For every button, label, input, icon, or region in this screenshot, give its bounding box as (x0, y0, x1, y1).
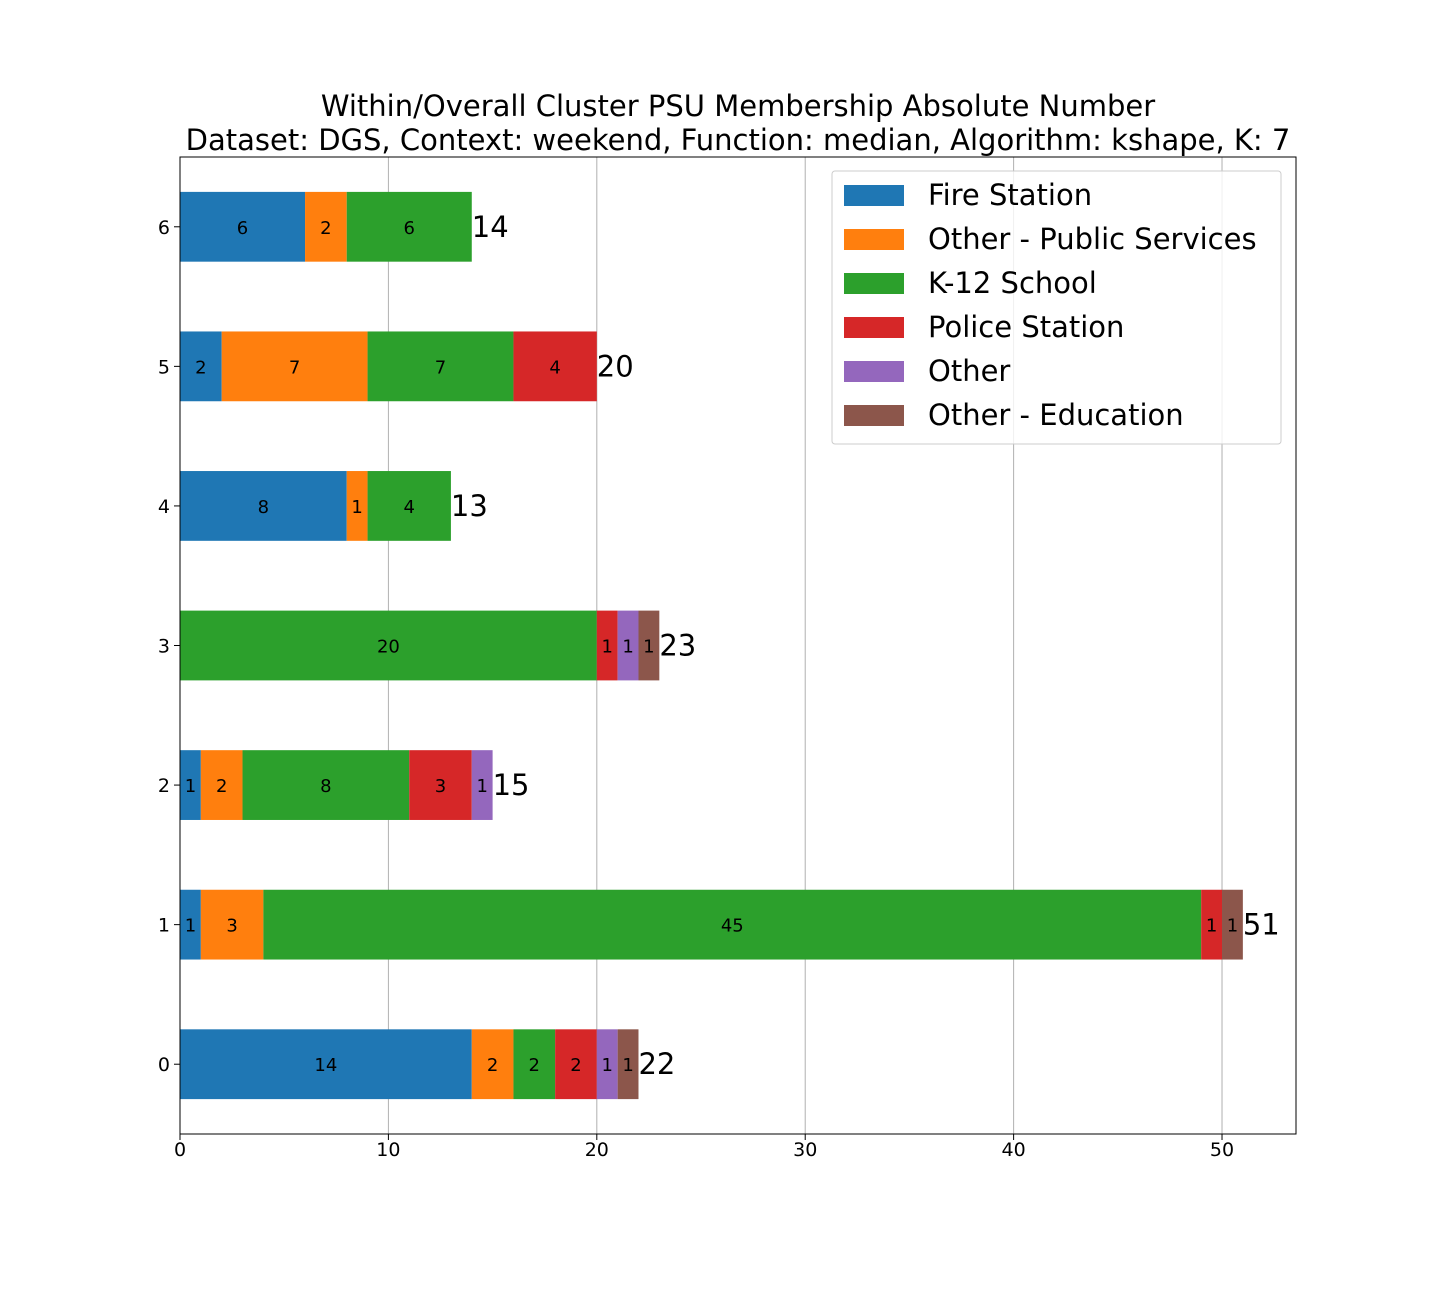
bar-total-label: 51 (1243, 908, 1280, 942)
x-tick-label: 50 (1210, 1139, 1234, 1161)
y-tick-label: 5 (158, 356, 170, 378)
bar-total-label: 14 (472, 210, 509, 244)
legend-swatch (844, 361, 904, 382)
segment-value-label: 2 (320, 218, 331, 239)
legend-swatch (844, 273, 904, 294)
chart-title: Within/Overall Cluster PSU Membership Ab… (321, 89, 1155, 123)
y-tick-label: 6 (158, 217, 170, 239)
bar-segment (263, 889, 1202, 960)
segment-value-label: 2 (216, 776, 227, 797)
bar-total-label: 20 (597, 349, 634, 383)
bar-segment (180, 191, 306, 262)
segment-value-label: 1 (351, 497, 362, 518)
legend-label: Fire Station (928, 178, 1092, 212)
bar-total-label: 22 (638, 1047, 675, 1081)
legend-label: Other (928, 354, 1010, 388)
bar-segment (513, 1029, 556, 1100)
segment-value-label: 2 (570, 1055, 581, 1076)
x-tick-label: 40 (1002, 1139, 1026, 1161)
bar-segment (180, 471, 347, 541)
segment-value-label: 1 (1227, 916, 1238, 937)
bar-segment (1201, 889, 1223, 960)
segment-value-label: 7 (289, 357, 300, 378)
bar-segment (638, 610, 660, 681)
y-tick-label: 2 (158, 775, 170, 797)
bar-segment (180, 889, 201, 960)
legend-swatch (844, 317, 904, 338)
legend-swatch (844, 405, 904, 426)
y-tick-label: 1 (158, 915, 170, 937)
segment-value-label: 1 (622, 1055, 633, 1076)
segment-value-label: 1 (643, 637, 654, 658)
bar-segment (180, 331, 222, 402)
segment-value-label: 7 (435, 357, 446, 378)
bar-total-label: 13 (451, 489, 488, 523)
segment-value-label: 6 (404, 218, 415, 239)
segment-value-label: 1 (185, 916, 196, 937)
legend-label: K-12 School (928, 266, 1097, 300)
bar-segment (180, 610, 597, 681)
bar-segment (180, 1029, 472, 1100)
segment-value-label: 2 (529, 1055, 540, 1076)
segment-value-label: 20 (377, 637, 400, 658)
bar-segment (409, 750, 472, 820)
segment-value-label: 3 (226, 916, 237, 937)
segment-value-label: 1 (185, 776, 196, 797)
segment-value-label: 4 (549, 357, 560, 378)
bar-segment (200, 750, 243, 820)
bar-segment (305, 191, 347, 262)
bar-segment (180, 750, 201, 820)
segment-value-label: 45 (721, 916, 744, 937)
x-tick-label: 20 (585, 1139, 609, 1161)
bar-segment (221, 331, 368, 402)
segment-value-label: 1 (1206, 916, 1217, 937)
segment-value-label: 14 (314, 1055, 337, 1076)
legend: Fire Station Other - Public Services K-12 … (831, 170, 1282, 445)
segment-value-label: 2 (195, 357, 206, 378)
bar-segment (596, 1029, 618, 1100)
segment-value-label: 1 (622, 637, 633, 658)
legend-label: Other - Public Services (928, 222, 1257, 256)
bar-segment (617, 1029, 639, 1100)
bar-segment (555, 1029, 597, 1100)
bar-segment (471, 750, 493, 820)
segment-value-label: 1 (602, 1055, 613, 1076)
y-tick-label: 3 (158, 636, 170, 658)
segment-value-label: 6 (237, 218, 248, 239)
bar-segment (617, 610, 639, 681)
bar-segment (242, 750, 410, 820)
legend-swatch (844, 229, 904, 250)
bar-segment (346, 191, 472, 262)
bar-segment (367, 471, 451, 541)
bar-segment (346, 471, 368, 541)
segment-value-label: 8 (320, 776, 331, 797)
bar-segment (596, 610, 618, 681)
legend-label: Other - Education (928, 398, 1184, 432)
segment-value-label: 1 (476, 776, 487, 797)
bar-segment (200, 889, 264, 960)
legend-label: Police Station (928, 310, 1124, 344)
bar-total-label: 23 (659, 629, 696, 663)
bar-segment (513, 331, 597, 402)
bar-segment (367, 331, 514, 402)
y-tick-label: 0 (158, 1054, 170, 1076)
segment-value-label: 1 (602, 637, 613, 658)
segment-value-label: 3 (435, 776, 446, 797)
x-tick-label: 0 (174, 1139, 186, 1161)
chart-subtitle: Dataset: DGS, Context: weekend, Function… (186, 123, 1291, 157)
y-tick-label: 4 (158, 496, 170, 518)
bar-total-label: 15 (493, 768, 530, 802)
segment-value-label: 4 (404, 497, 415, 518)
legend-swatch (844, 185, 904, 206)
segment-value-label: 2 (487, 1055, 498, 1076)
legend-box (831, 170, 1282, 445)
bar-segment (1222, 889, 1243, 960)
segment-value-label: 8 (258, 497, 269, 518)
bar-segment (471, 1029, 514, 1100)
x-tick-label: 30 (793, 1139, 817, 1161)
x-tick-label: 10 (376, 1139, 400, 1161)
